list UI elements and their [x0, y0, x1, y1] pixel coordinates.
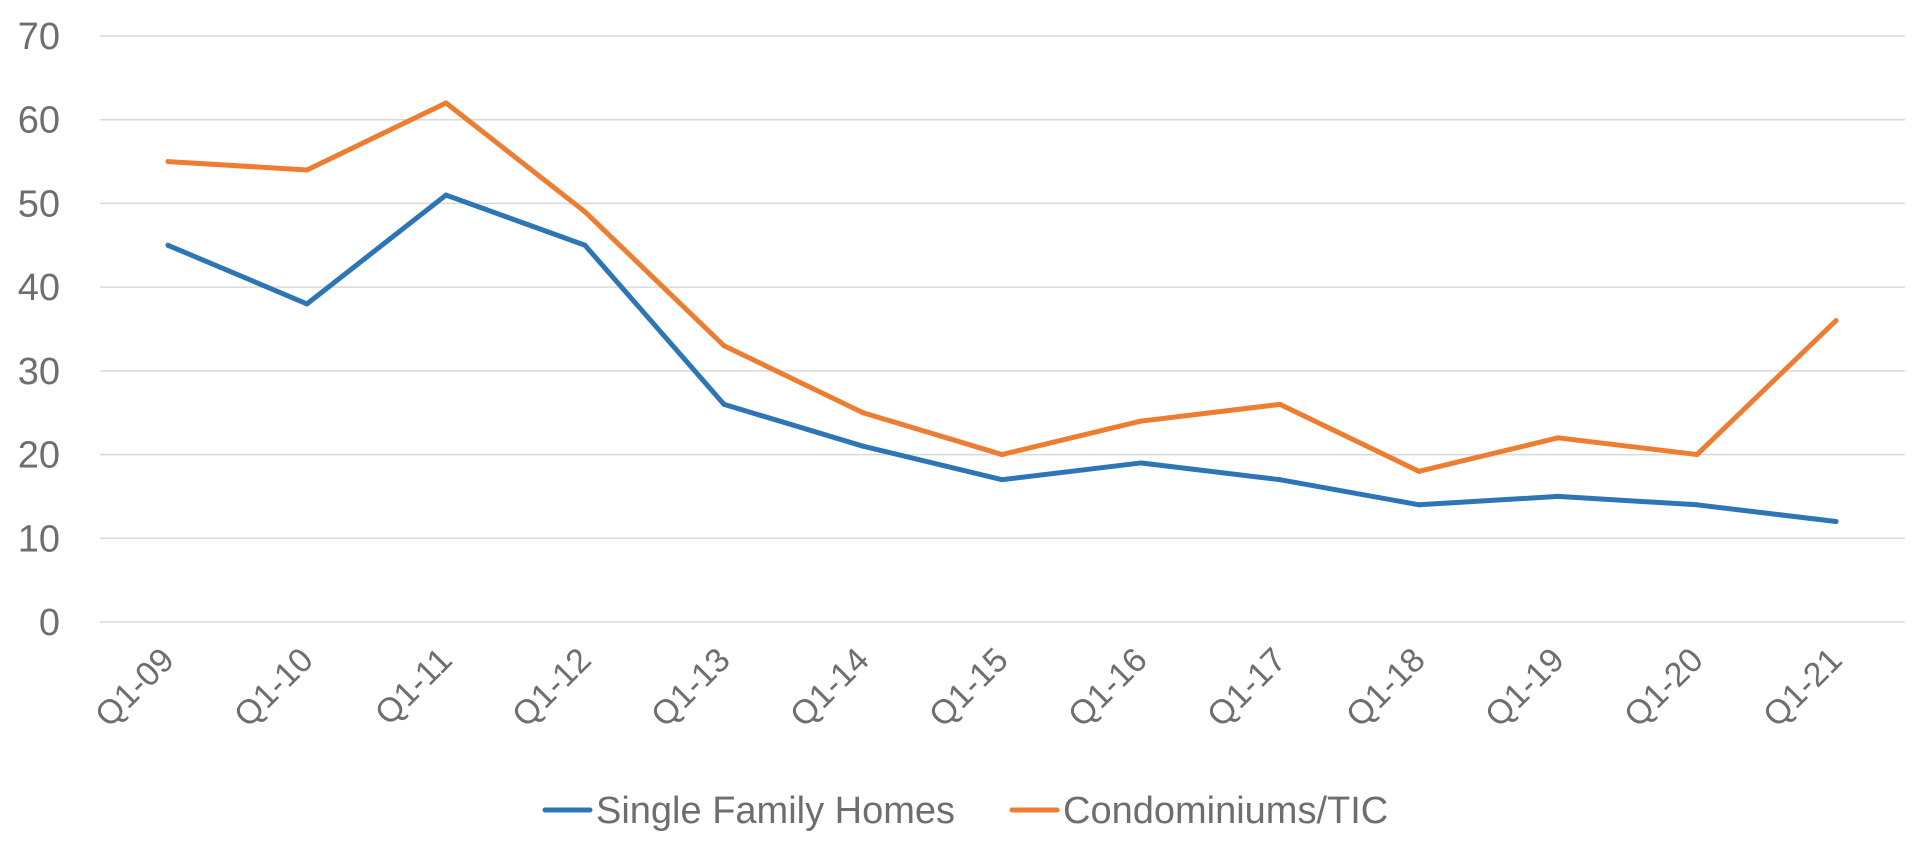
data-point	[1833, 519, 1839, 525]
x-tick-label: Q1-13	[644, 641, 738, 735]
y-tick-label: 10	[18, 518, 60, 560]
data-point	[1138, 460, 1144, 466]
x-tick-label: Q1-16	[1061, 641, 1155, 735]
y-tick-label: 20	[18, 435, 60, 477]
data-point	[1694, 452, 1700, 458]
data-point	[582, 242, 588, 248]
legend: Single Family Homes Condominiums/TIC	[542, 790, 1388, 832]
y-tick-label: 70	[18, 16, 60, 58]
data-point	[721, 343, 727, 349]
data-point	[304, 301, 310, 307]
x-tick-label: Q1-09	[88, 641, 182, 735]
data-point	[1138, 418, 1144, 424]
x-tick-label: Q1-17	[1200, 641, 1294, 735]
y-tick-label: 50	[18, 183, 60, 225]
y-tick-label: 40	[18, 267, 60, 309]
y-tick-label: 60	[18, 100, 60, 142]
x-tick-label: Q1-10	[227, 641, 321, 735]
data-point	[1555, 493, 1561, 499]
data-point	[582, 209, 588, 215]
data-point	[860, 443, 866, 449]
x-tick-label: Q1-21	[1756, 641, 1850, 735]
data-point	[860, 410, 866, 416]
data-point	[443, 100, 449, 106]
data-point	[1555, 435, 1561, 441]
x-tick-label: Q1-14	[783, 641, 877, 735]
y-tick-label: 0	[39, 602, 60, 644]
data-point	[165, 159, 171, 165]
data-point	[1416, 502, 1422, 508]
data-point	[999, 477, 1005, 483]
data-point	[721, 401, 727, 407]
series-lines	[165, 100, 1839, 525]
y-axis: 0 10 20 30 40 50 60 70	[18, 16, 60, 644]
y-tick-label: 30	[18, 351, 60, 393]
x-tick-label: Q1-19	[1478, 641, 1572, 735]
x-axis: Q1-09 Q1-10 Q1-11 Q1-12 Q1-13 Q1-14 Q1-15 Q1-16…	[88, 641, 1850, 735]
data-point	[1833, 318, 1839, 324]
legend-label: Condominiums/TIC	[1063, 790, 1388, 832]
data-point	[1277, 401, 1283, 407]
data-point	[999, 452, 1005, 458]
data-point	[1694, 502, 1700, 508]
data-point	[304, 167, 310, 173]
gridlines	[100, 35, 1905, 623]
data-point	[1416, 468, 1422, 474]
x-tick-label: Q1-11	[368, 641, 460, 733]
series-line-1	[165, 192, 1839, 525]
data-point	[165, 242, 171, 248]
data-point	[1277, 477, 1283, 483]
data-point	[443, 192, 449, 198]
x-tick-label: Q1-18	[1339, 641, 1433, 735]
legend-label: Single Family Homes	[596, 790, 955, 832]
x-tick-label: Q1-12	[505, 641, 599, 735]
x-tick-label: Q1-15	[922, 641, 1016, 735]
x-tick-label: Q1-20	[1617, 641, 1711, 735]
